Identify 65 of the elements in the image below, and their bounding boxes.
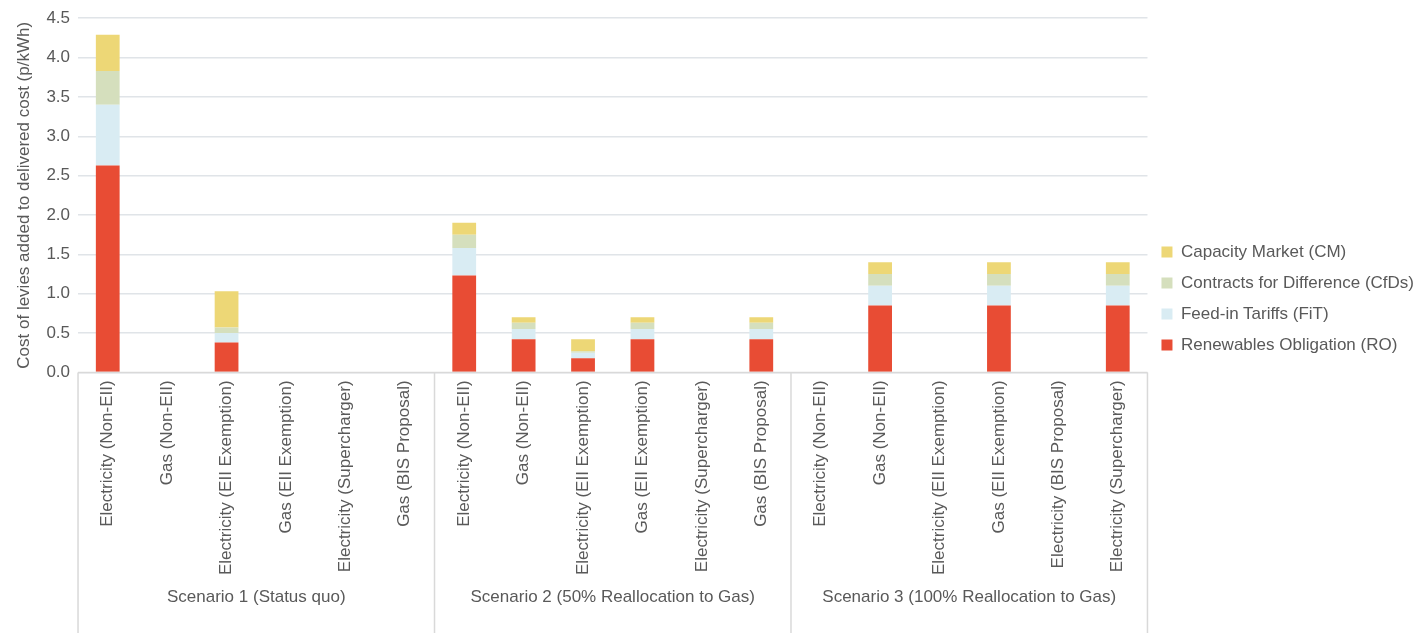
y-tick-label: 0.0: [46, 362, 71, 382]
bar: [868, 262, 892, 275]
legend-label: Contracts for Difference (CfDs): [1180, 272, 1414, 292]
bar: [630, 322, 655, 330]
bar: [452, 222, 477, 235]
bar: [214, 342, 239, 372]
x-tick-label: Gas (EII Exemption): [988, 380, 1008, 534]
x-tick-label: Electricity (Non-EII): [97, 380, 117, 527]
bar: [571, 339, 595, 352]
x-tick-label: Gas (Non-EII): [513, 380, 533, 486]
bar: [1105, 262, 1130, 275]
bar: [630, 317, 655, 323]
bar: [987, 305, 1011, 372]
x-tick-label: Electricity (Supercharger): [691, 380, 711, 573]
y-tick-label: 2.0: [46, 204, 71, 224]
x-tick-label: Electricity (Non-EII): [810, 380, 830, 527]
x-tick-label: Electricity (BIS Proposal): [1048, 380, 1068, 569]
bar: [571, 358, 595, 372]
x-tick-label: Electricity (EII Exemption): [216, 380, 236, 576]
y-tick-label: 4.5: [46, 7, 71, 27]
bar: [452, 234, 477, 249]
x-tick-label: Electricity (EII Exemption): [929, 380, 949, 576]
legend-label: Renewables Obligation (RO): [1180, 334, 1398, 354]
bar: [868, 274, 892, 286]
bar: [95, 165, 120, 372]
x-tick-label: Gas (BIS Proposal): [750, 380, 770, 527]
text: Scenario 3 (100% Reallocation to Gas): [822, 587, 1117, 607]
x-tick-label: Electricity (Supercharger): [335, 380, 355, 573]
x-tick-label: Electricity (EII Exemption): [572, 380, 592, 576]
bar: [1105, 274, 1130, 286]
bar: [95, 34, 120, 71]
y-tick-label: 1.5: [46, 244, 71, 264]
bar: [571, 352, 595, 359]
bar: [630, 339, 655, 372]
text: Scenario 2 (50% Reallocation to Gas): [470, 587, 755, 607]
bar: [95, 70, 120, 105]
x-tick-label: Gas (Non-EII): [156, 380, 176, 486]
x-tick-label: Gas (EII Exemption): [275, 380, 295, 534]
bar: [452, 275, 477, 372]
x-tick-label: Gas (Non-EII): [869, 380, 889, 486]
legend-label: Feed-in Tariffs (FiT): [1180, 303, 1329, 323]
y-tick-label: 4.0: [46, 47, 71, 67]
bar: [868, 305, 892, 372]
bar: [511, 317, 536, 323]
bar: [987, 274, 1011, 286]
bar: [511, 339, 536, 372]
bar: [511, 322, 536, 330]
bar: [749, 322, 774, 330]
y-tick-label: 2.5: [46, 165, 71, 185]
bar: [987, 262, 1011, 275]
y-tick-label: 3.5: [46, 86, 71, 106]
y-tick-label: 3.0: [46, 125, 71, 145]
x-tick-label: Electricity (Supercharger): [1107, 380, 1127, 573]
x-tick-label: Gas (EII Exemption): [632, 380, 652, 534]
bar: [214, 291, 239, 328]
x-tick-label: Gas (BIS Proposal): [394, 380, 414, 527]
y-tick-label: 1.0: [46, 283, 71, 303]
y-axis-title: Cost of levies added to delivered cost (p/kWh): [13, 21, 33, 369]
text: Scenario 1 (Status quo): [166, 587, 346, 607]
bar: [749, 317, 774, 323]
bar: [1105, 305, 1130, 372]
bar: [749, 339, 774, 372]
y-tick-label: 0.5: [46, 322, 71, 342]
legend-label: Capacity Market (CM): [1180, 241, 1347, 261]
x-tick-label: Electricity (Non-EII): [453, 380, 473, 527]
